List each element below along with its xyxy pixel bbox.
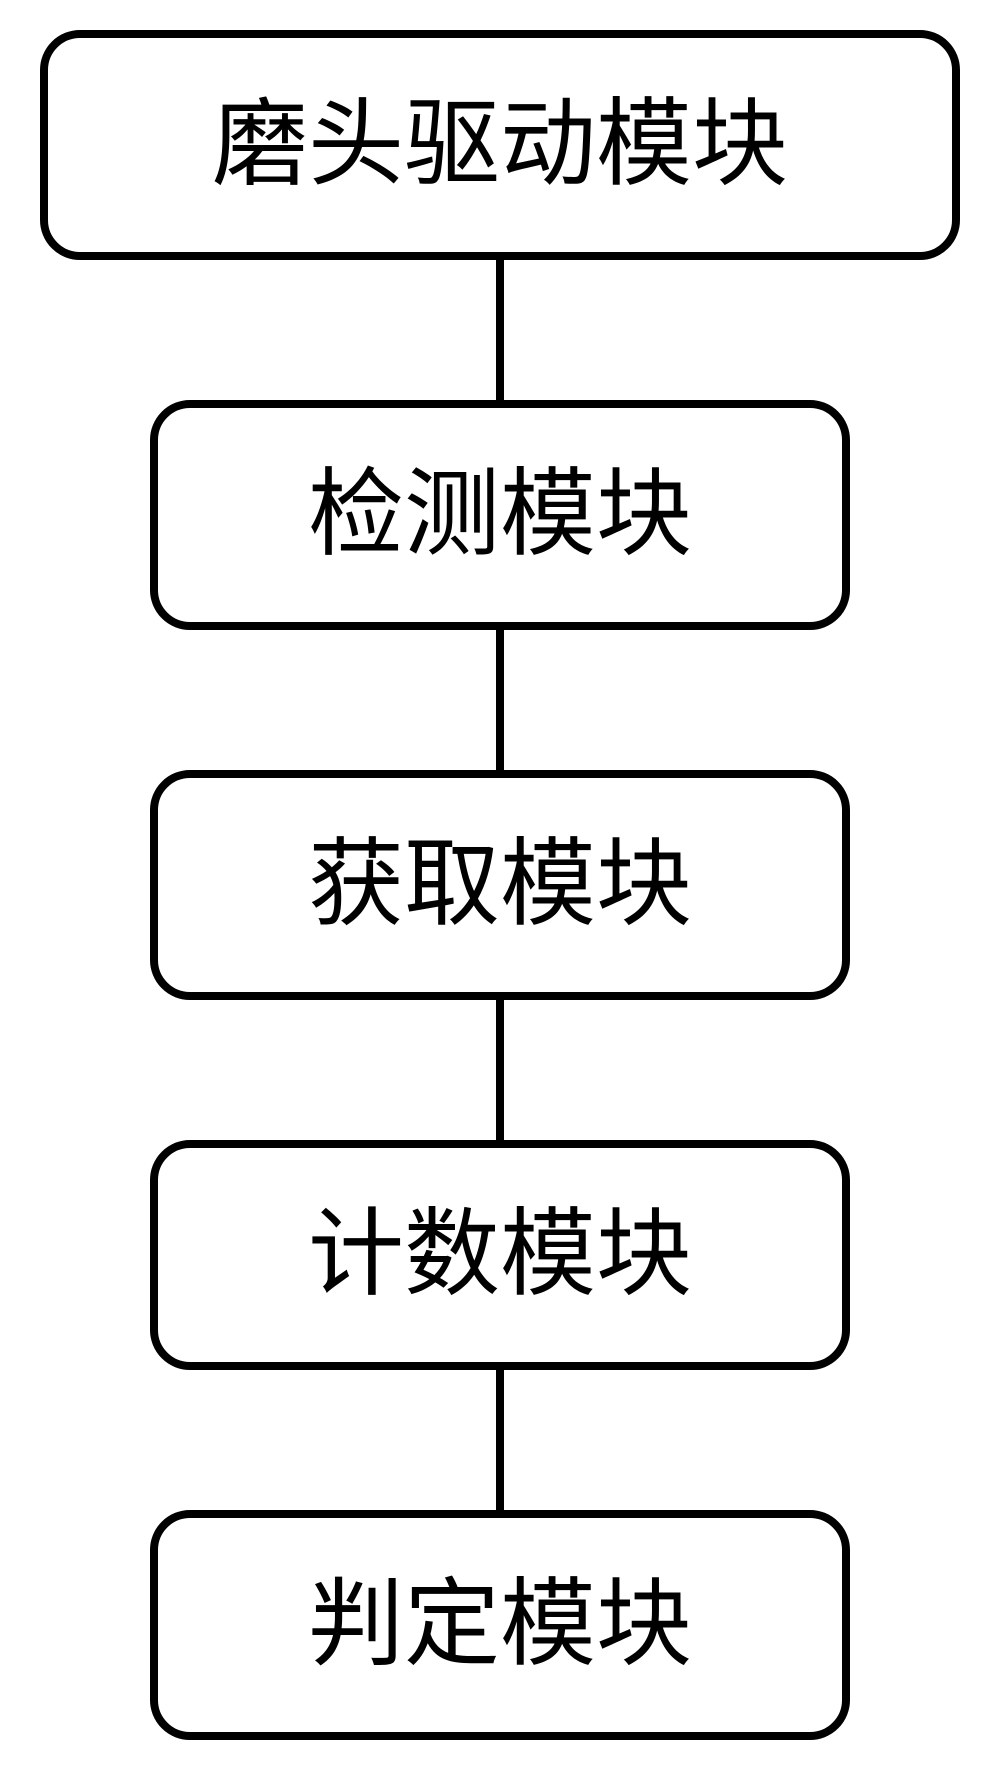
diagram-canvas: 磨头驱动模块 检测模块 获取模块 计数模块 判定模块	[0, 0, 1003, 1770]
edge-n3-n4	[496, 1000, 504, 1140]
node-acquisition-module: 获取模块	[150, 770, 850, 1000]
edge-n2-n3	[496, 630, 504, 770]
node-grinding-head-drive-module: 磨头驱动模块	[40, 30, 960, 260]
node-label: 获取模块	[308, 837, 692, 933]
node-detection-module: 检测模块	[150, 400, 850, 630]
node-label: 磨头驱动模块	[212, 97, 788, 193]
node-label: 检测模块	[308, 467, 692, 563]
node-counting-module: 计数模块	[150, 1140, 850, 1370]
node-judgment-module: 判定模块	[150, 1510, 850, 1740]
edge-n4-n5	[496, 1370, 504, 1510]
node-label: 判定模块	[308, 1577, 692, 1673]
edge-n1-n2	[496, 260, 504, 400]
node-label: 计数模块	[308, 1207, 692, 1303]
